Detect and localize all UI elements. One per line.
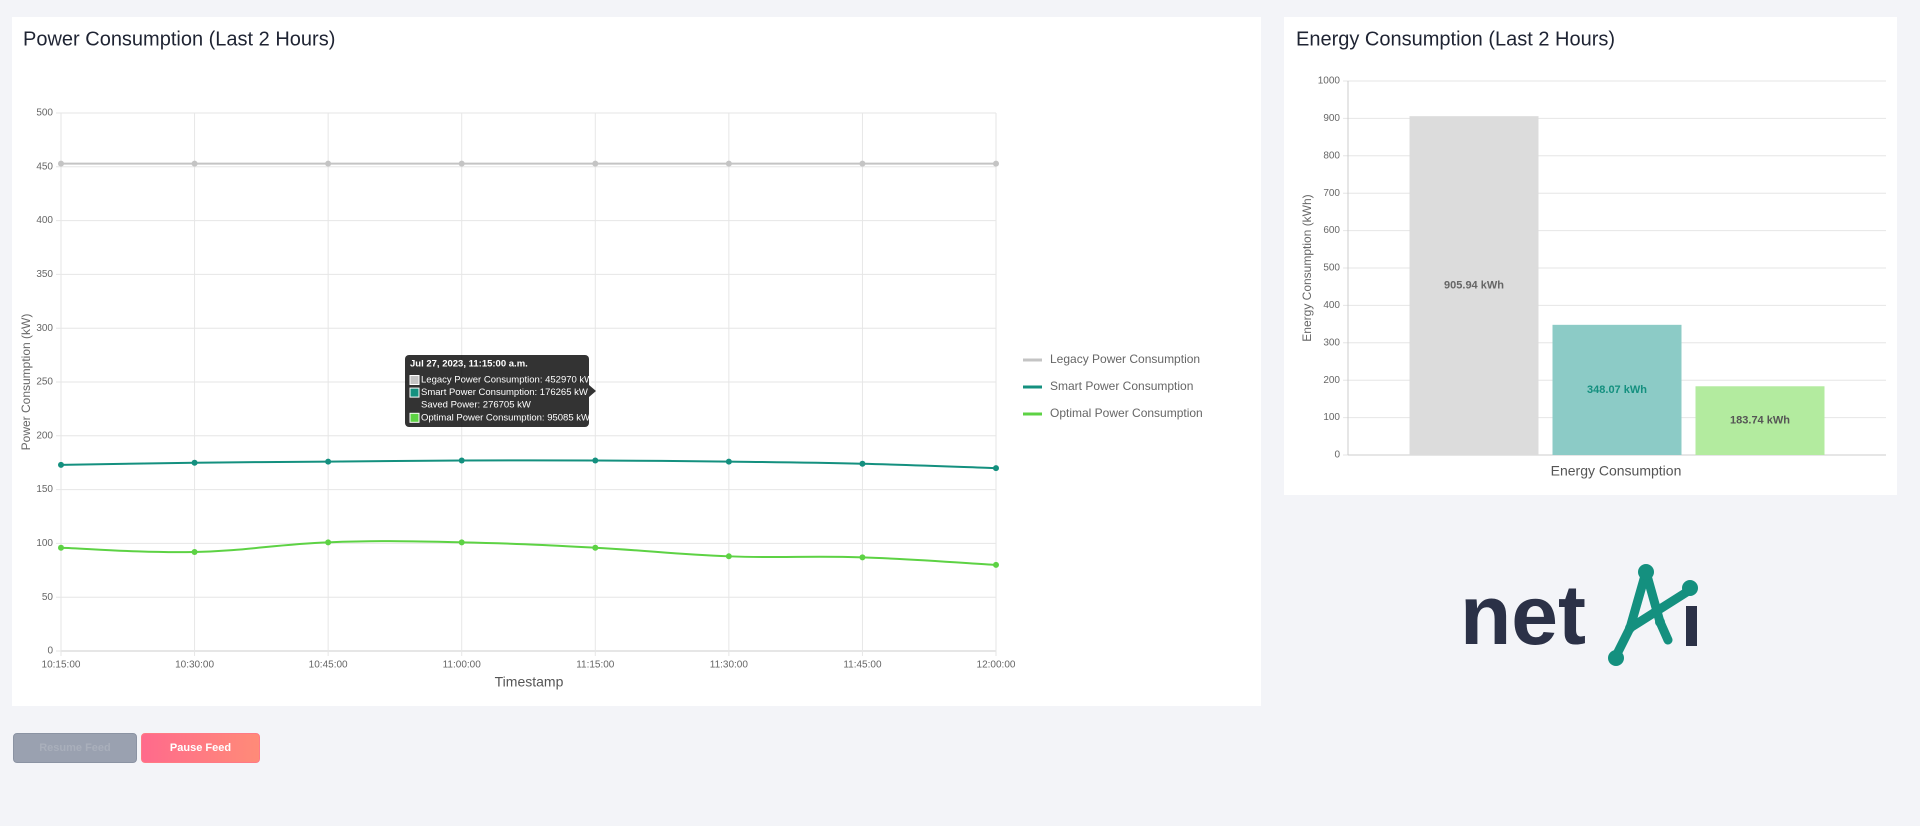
x-tick-label: 10:15:00 [42, 660, 81, 671]
y-tick-label: 200 [1323, 375, 1340, 386]
data-point [458, 160, 465, 167]
data-point [859, 160, 866, 167]
logo-text: net [1460, 568, 1586, 662]
logo-nodes [1608, 564, 1698, 666]
x-tick-label: 12:00:00 [977, 660, 1016, 671]
y-tick-label: 500 [36, 108, 53, 119]
power-card [12, 17, 1261, 706]
y-tick-label: 300 [36, 323, 53, 334]
data-point [458, 539, 465, 546]
resume-button[interactable]: Resume Feed [13, 733, 137, 763]
data-point [859, 460, 866, 467]
bar [1409, 116, 1539, 455]
bar [1552, 324, 1682, 455]
tooltip-swatch [409, 412, 420, 423]
y-tick-label: 400 [1323, 300, 1340, 311]
data-point [58, 461, 64, 468]
data-point [859, 554, 866, 561]
data-point [993, 465, 999, 472]
data-point [58, 160, 64, 167]
y-tick-label: 700 [1323, 188, 1340, 199]
y-tick-label: 350 [36, 269, 53, 280]
legend-label: Smart Power Consumption [1050, 379, 1193, 393]
tooltip-title: Jul 27, 2023, 11:15:00 a.m. [410, 359, 528, 370]
tooltip-item: Optimal Power Consumption: 95085 kW [421, 412, 590, 423]
bar-value-label: 348.07 kWh [1587, 384, 1647, 396]
data-point [458, 457, 465, 464]
logo-icon [1611, 567, 1695, 661]
bar [1695, 386, 1825, 455]
y-tick-label: 900 [1323, 113, 1340, 124]
y-tick-label: 250 [36, 377, 53, 388]
tooltip-box [405, 355, 589, 427]
series-line [60, 459, 997, 470]
x-tick-label: 11:45:00 [843, 660, 882, 671]
x-tick-label: 11:30:00 [710, 660, 749, 671]
data-point [191, 459, 198, 466]
tooltip-item: Legacy Power Consumption: 452970 kW [421, 375, 593, 386]
data-point [191, 160, 198, 167]
y-tick-label: 100 [1323, 412, 1340, 423]
y-tick-label: 50 [42, 592, 54, 603]
data-point [592, 544, 599, 551]
y-axis-label: Energy Consumption (kWh) [1300, 194, 1314, 341]
y-tick-label: 0 [47, 646, 53, 657]
data-point [592, 160, 599, 167]
tooltip-item: Smart Power Consumption: 176265 kW [421, 387, 588, 398]
x-axis-label: Energy Consumption [1551, 463, 1682, 479]
data-point [592, 457, 599, 464]
y-tick-label: 500 [1323, 263, 1340, 274]
x-tick-label: 10:30:00 [175, 660, 214, 671]
y-tick-label: 800 [1323, 150, 1340, 161]
x-tick-label: 11:00:00 [443, 660, 482, 671]
logo: net [1460, 564, 1698, 666]
data-point [725, 553, 732, 560]
legend-label: Legacy Power Consumption [1050, 352, 1200, 366]
tooltip-swatch [409, 375, 420, 385]
y-tick-label: 300 [1323, 337, 1340, 348]
y-tick-label: 100 [36, 538, 53, 549]
y-tick-label: 0 [1334, 450, 1340, 461]
tooltip: Jul 27, 2023, 11:15:00 a.m. Legacy Power … [405, 355, 596, 427]
data-point [725, 160, 732, 167]
tooltip-swatch [409, 387, 420, 398]
x-axis-label: Timestamp [495, 674, 564, 690]
y-tick-label: 1000 [1318, 76, 1341, 87]
data-point [325, 539, 332, 546]
bar-value-label: 183.74 kWh [1730, 415, 1790, 427]
data-point [58, 544, 64, 551]
card-title: Energy Consumption (Last 2 Hours) [1296, 28, 1615, 50]
y-axis-label: Power Consumption (kW) [19, 314, 33, 451]
y-tick-label: 600 [1323, 225, 1340, 236]
data-point [993, 160, 999, 167]
data-point [191, 549, 198, 556]
y-tick-label: 400 [36, 215, 53, 226]
series-line [60, 540, 997, 566]
y-tick-label: 450 [36, 161, 53, 172]
data-point [325, 160, 332, 167]
legend-label: Optimal Power Consumption [1050, 406, 1203, 420]
data-point [325, 458, 332, 465]
logo-i [1686, 606, 1697, 646]
x-tick-label: 11:15:00 [576, 660, 615, 671]
pause-button[interactable]: Pause Feed [141, 733, 260, 763]
y-tick-label: 150 [36, 484, 53, 495]
y-tick-label: 200 [36, 430, 53, 441]
data-point [725, 458, 732, 465]
bar-value-label: 905.94 kWh [1444, 279, 1504, 291]
tooltip-caret [589, 385, 596, 397]
tooltip-item: Saved Power: 276705 kW [421, 400, 531, 411]
x-tick-label: 10:45:00 [309, 660, 348, 671]
card-title: Power Consumption (Last 2 Hours) [23, 28, 335, 50]
data-point [993, 561, 999, 568]
